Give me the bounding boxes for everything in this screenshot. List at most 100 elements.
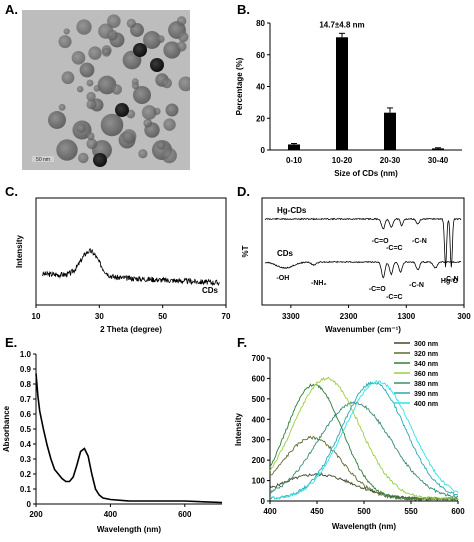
band-label: Hg-O — [441, 278, 459, 285]
bar — [336, 37, 348, 150]
legend-label: 340 nm — [414, 361, 438, 368]
nanoparticle — [48, 111, 66, 129]
panel-label-b: B. — [237, 2, 250, 17]
y-axis-title: Intensity — [15, 235, 24, 268]
nanoparticle — [88, 46, 102, 60]
nanoparticle — [56, 139, 78, 161]
series-label: CDs — [202, 286, 219, 295]
ftir-trace-cds — [264, 260, 462, 279]
nanoparticle — [100, 113, 124, 137]
y-tick-label: 200 — [252, 456, 266, 465]
x-axis-title: Wavenumber (cm⁻¹) — [325, 325, 401, 334]
series-label: CDs — [277, 249, 294, 258]
x-tick-label: 20-30 — [380, 156, 401, 165]
panel-label-e: E. — [5, 335, 18, 350]
nanoparticle — [107, 14, 121, 28]
nanoparticle — [126, 18, 136, 28]
nanoparticle — [111, 84, 122, 95]
nanoparticle — [63, 28, 70, 35]
chart-b-size-distribution: 0 20 40 60 80 0-10 10-20 20-30 30-40 14.7±4.8 nm S… — [235, 19, 462, 178]
nanoparticle — [165, 103, 179, 117]
nanoparticle — [161, 77, 173, 89]
chart-d-ftir: 3300 2300 1300 300Hg-CDs-C=O-C=C-C-NHg-OCDs… — [241, 197, 471, 334]
nanoparticle — [107, 29, 118, 41]
band-label: -NH₂ — [311, 280, 327, 287]
chart-e-absorbance: 0 0.1 0.2 0.3 0.4 0.5 0.6 0.7 0.8 0.9 1.0 200 400 600… — [2, 350, 223, 534]
nanoparticle-dark — [115, 103, 129, 117]
nanoparticle — [79, 62, 95, 78]
x-axis-title: Wavelength (nm) — [332, 522, 396, 531]
pl-trace — [269, 381, 459, 500]
tem-micrograph: 50 nm — [22, 10, 190, 170]
chart-c-xrd: 10 30 50 70 CDs 2 Theta (degree) Intensity — [15, 197, 231, 334]
y-tick-label: 500 — [252, 395, 266, 404]
legend-label: 400 nm — [414, 401, 438, 408]
nanoparticle — [76, 123, 86, 133]
y-tick-label: 0.6 — [20, 410, 32, 419]
nanoparticle — [163, 118, 176, 131]
chart-f-photoluminescence: 0 100 200 300 400 500 600 700 400 450 500 550 600 300… — [234, 341, 465, 531]
band-label: -C=O — [372, 238, 389, 245]
band-label: -C=C — [386, 245, 403, 252]
y-tick-label: 0.8 — [20, 380, 32, 389]
absorbance-trace — [35, 373, 223, 504]
x-tick-label: 50 — [158, 312, 167, 321]
y-tick-label: 0.4 — [20, 440, 32, 449]
nanoparticle — [86, 91, 96, 102]
nanoparticle — [121, 129, 137, 144]
x-tick-label: 3300 — [282, 312, 300, 321]
x-tick-label: 550 — [404, 507, 418, 516]
nanoparticle — [93, 85, 101, 92]
y-tick-label: 0.5 — [20, 425, 32, 434]
x-tick-label: 600 — [178, 510, 192, 519]
band-label: -C-N — [444, 276, 459, 283]
band-label: -C=O — [369, 286, 386, 293]
nanoparticle — [141, 105, 157, 120]
x-tick-label: 30 — [95, 312, 104, 321]
nanoparticle — [176, 16, 187, 26]
x-tick-label: 1300 — [397, 312, 415, 321]
x-tick-label: 10 — [32, 312, 41, 321]
y-tick-label: 600 — [252, 374, 266, 383]
nanoparticle — [143, 31, 161, 49]
x-tick-label: 2300 — [340, 312, 358, 321]
bar — [288, 144, 300, 150]
x-tick-label: 200 — [29, 510, 43, 519]
size-annotation: 14.7±4.8 nm — [319, 20, 364, 29]
x-axis-title: Size of CDs (nm) — [334, 169, 398, 178]
legend-label: 320 nm — [414, 351, 438, 358]
y-tick-label: 0 — [27, 500, 32, 509]
x-tick-label: 600 — [451, 507, 465, 516]
x-tick-label: 500 — [357, 507, 371, 516]
x-tick-label: 30-40 — [428, 156, 449, 165]
nanoparticle — [178, 76, 190, 92]
band-label: -C-N — [409, 282, 424, 289]
nanoparticle — [86, 138, 98, 150]
nanoparticle — [156, 35, 165, 43]
panel-label-f: F. — [237, 335, 248, 350]
plot-frame — [261, 197, 465, 306]
nanoparticle — [71, 51, 86, 65]
nanoparticle — [131, 82, 140, 90]
pl-trace — [269, 472, 459, 502]
y-tick-label: 700 — [252, 354, 266, 363]
nanoparticle — [61, 71, 75, 85]
x-tick-label: 70 — [222, 312, 231, 321]
x-tick-label: 400 — [104, 510, 118, 519]
x-tick-label: 10-20 — [332, 156, 353, 165]
y-tick-label: 60 — [256, 51, 265, 60]
y-tick-label: 0.3 — [20, 455, 32, 464]
band-label: -C-N — [412, 238, 427, 245]
y-axis-title: %T — [241, 245, 250, 257]
y-tick-label: 300 — [252, 436, 266, 445]
scale-bar — [32, 156, 54, 162]
bar — [384, 112, 396, 150]
y-tick-label: 0 — [261, 146, 266, 155]
pl-trace — [269, 379, 459, 500]
nanoparticle — [76, 19, 92, 35]
pl-trace — [269, 376, 459, 502]
y-tick-label: 1.0 — [20, 350, 32, 359]
x-tick-label: 450 — [310, 507, 324, 516]
y-tick-label: 0.1 — [20, 485, 32, 494]
y-tick-label: 0.2 — [20, 470, 32, 479]
